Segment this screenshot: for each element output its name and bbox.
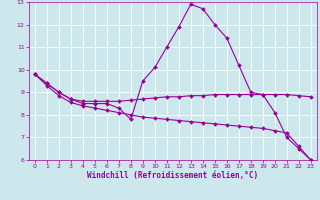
- X-axis label: Windchill (Refroidissement éolien,°C): Windchill (Refroidissement éolien,°C): [87, 171, 258, 180]
